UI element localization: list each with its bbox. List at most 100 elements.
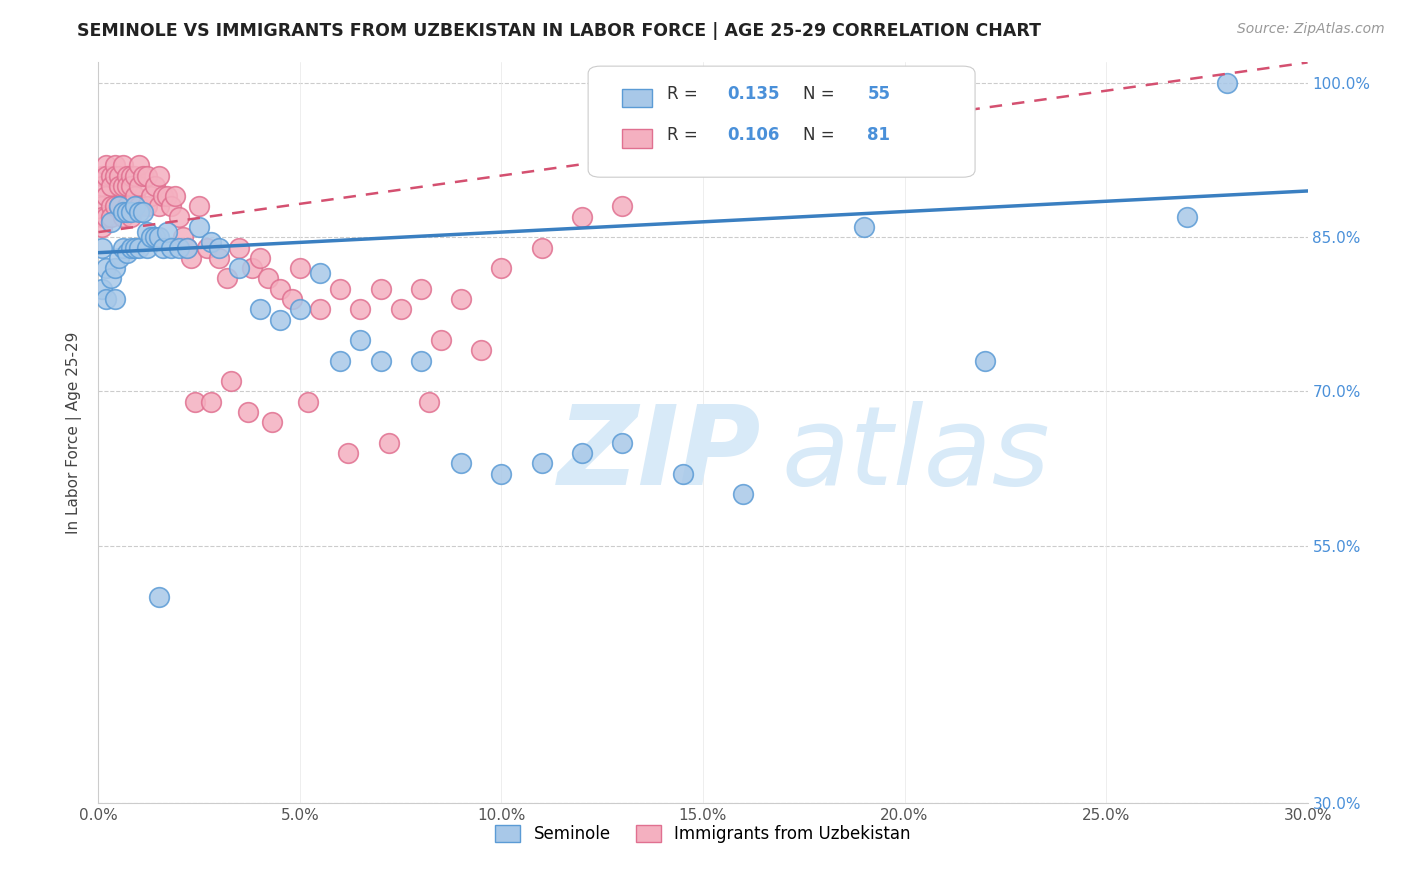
Point: [1175, 210, 1198, 224]
Point: [249, 251, 271, 265]
Text: 0.106: 0.106: [727, 126, 779, 144]
Point: [148, 230, 170, 244]
Point: [176, 240, 198, 255]
Point: [100, 271, 122, 285]
Point: [269, 312, 291, 326]
Point: [103, 158, 125, 172]
Point: [167, 210, 190, 224]
Point: [249, 302, 271, 317]
Point: [370, 282, 392, 296]
Point: [100, 215, 122, 229]
Point: [530, 240, 553, 255]
Point: [115, 245, 138, 260]
Point: [143, 178, 166, 193]
Point: [156, 189, 179, 203]
Point: [143, 230, 166, 244]
Point: [132, 204, 155, 219]
Point: [337, 446, 360, 460]
Point: [91, 240, 114, 255]
Point: [349, 302, 371, 317]
Point: [111, 240, 134, 255]
Point: [152, 189, 174, 203]
Point: [188, 199, 211, 213]
Point: [96, 169, 118, 183]
Point: [152, 240, 174, 255]
Point: [96, 210, 118, 224]
Text: ZIP: ZIP: [558, 401, 762, 508]
Point: [236, 405, 259, 419]
Point: [228, 261, 250, 276]
Point: [156, 225, 179, 239]
Point: [100, 169, 122, 183]
Point: [180, 251, 202, 265]
Point: [107, 199, 129, 213]
Point: [974, 353, 997, 368]
Point: [208, 251, 231, 265]
Point: [128, 158, 150, 172]
Point: [163, 189, 186, 203]
Point: [103, 292, 125, 306]
Point: [184, 394, 207, 409]
Point: [377, 436, 399, 450]
Point: [491, 261, 513, 276]
Point: [450, 457, 472, 471]
Point: [115, 199, 138, 213]
Point: [115, 169, 138, 183]
Text: 0.135: 0.135: [727, 86, 780, 103]
Point: [172, 230, 194, 244]
Point: [96, 158, 118, 172]
Point: [612, 436, 634, 450]
Point: [120, 210, 142, 224]
Point: [148, 590, 170, 604]
Point: [111, 158, 134, 172]
Text: N =: N =: [803, 86, 841, 103]
Point: [135, 225, 157, 239]
Point: [256, 271, 278, 285]
Point: [135, 240, 157, 255]
Point: [124, 189, 146, 203]
Point: [115, 204, 138, 219]
Bar: [621, 88, 652, 107]
Point: [530, 457, 553, 471]
Point: [288, 261, 311, 276]
Point: [160, 240, 183, 255]
Point: [91, 199, 114, 213]
Point: [370, 353, 392, 368]
Point: [91, 219, 114, 234]
Point: [115, 178, 138, 193]
Point: [107, 199, 129, 213]
Point: [309, 266, 332, 280]
Point: [96, 261, 118, 276]
Point: [120, 204, 142, 219]
Point: [111, 210, 134, 224]
Point: [124, 199, 146, 213]
Point: [409, 353, 432, 368]
Point: [91, 178, 114, 193]
Point: [100, 199, 122, 213]
Point: [1216, 76, 1239, 90]
Point: [672, 467, 695, 481]
Point: [139, 230, 162, 244]
Point: [103, 261, 125, 276]
Point: [124, 169, 146, 183]
Point: [176, 240, 198, 255]
Point: [120, 169, 142, 183]
Point: [612, 199, 634, 213]
Point: [430, 333, 453, 347]
Text: SEMINOLE VS IMMIGRANTS FROM UZBEKISTAN IN LABOR FORCE | AGE 25-29 CORRELATION CH: SEMINOLE VS IMMIGRANTS FROM UZBEKISTAN I…: [77, 22, 1042, 40]
Point: [260, 415, 283, 429]
Text: 81: 81: [868, 126, 890, 144]
Point: [853, 219, 876, 234]
Point: [135, 169, 157, 183]
Point: [111, 204, 134, 219]
FancyBboxPatch shape: [588, 66, 976, 178]
Point: [167, 240, 190, 255]
Legend: Seminole, Immigrants from Uzbekistan: Seminole, Immigrants from Uzbekistan: [489, 819, 917, 850]
Point: [571, 210, 593, 224]
Point: [103, 199, 125, 213]
Point: [128, 199, 150, 213]
Point: [100, 210, 122, 224]
Point: [281, 292, 304, 306]
Point: [160, 199, 183, 213]
Point: [288, 302, 311, 317]
